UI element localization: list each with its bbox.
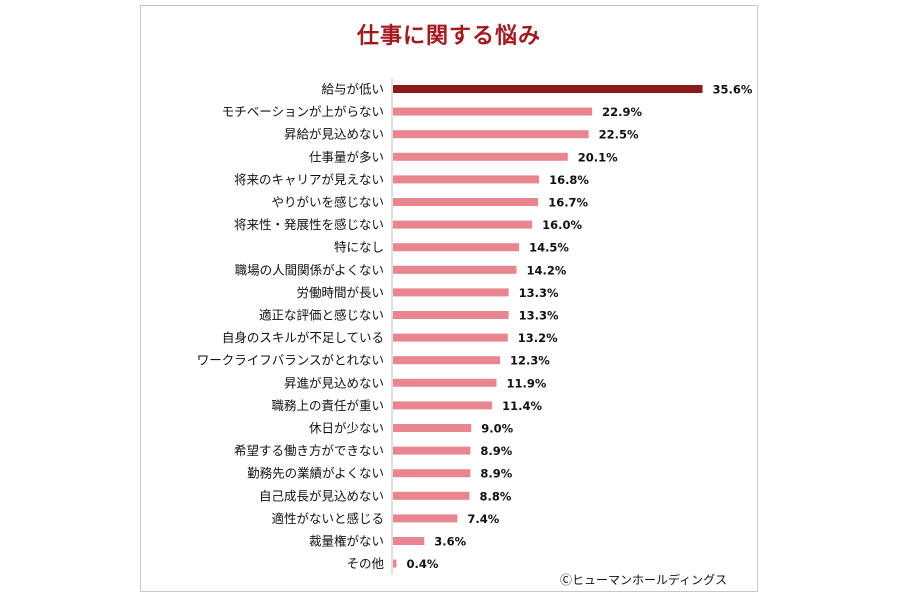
bar (393, 514, 458, 523)
category-label: やりがいを感じない (271, 195, 384, 210)
value-label: 11.9% (506, 376, 546, 390)
category-label: その他 (346, 556, 384, 571)
bar (393, 220, 533, 229)
bar (393, 311, 509, 319)
category-label: 勤務先の業績がよくない (247, 466, 384, 481)
value-label: 9.0% (481, 422, 513, 436)
category-label: 適正な評価と感じない (259, 308, 384, 323)
value-label: 22.5% (599, 128, 639, 142)
bar (393, 356, 500, 365)
category-label: モチベーションが上がらない (222, 104, 384, 119)
value-label: 16.0% (542, 218, 582, 232)
category-label: 職務上の責任が重い (271, 398, 384, 413)
category-label: 給与が低い (321, 82, 384, 97)
bar (393, 491, 470, 500)
bar (393, 378, 497, 387)
value-label: 3.6% (434, 535, 466, 549)
copyright-credit: Ⓒヒューマンホールディングス (560, 573, 728, 587)
bar (393, 107, 593, 116)
value-label: 0.4% (406, 557, 438, 571)
category-label: ワークライフバランスがとれない (197, 353, 384, 368)
category-label: 将来のキャリアが見えない (234, 172, 384, 187)
category-label: 仕事量が多い (309, 149, 384, 164)
value-label: 20.1% (578, 150, 618, 164)
value-label: 12.3% (510, 354, 550, 368)
value-label: 13.3% (519, 309, 559, 323)
bar (393, 559, 397, 568)
value-label: 14.2% (526, 263, 566, 277)
category-label: 職場の人間関係がよくない (235, 262, 384, 277)
category-label: 昇進が見込めない (284, 375, 384, 390)
bar (393, 401, 493, 410)
value-label: 22.9% (602, 105, 642, 119)
category-label: 適性がないと感じる (271, 511, 384, 526)
value-label: 13.2% (518, 331, 558, 345)
bar (393, 288, 509, 297)
category-label: 自己成長が見込めない (259, 488, 384, 503)
bar (393, 152, 568, 161)
chart-title: 仕事に関する悩み (356, 24, 541, 49)
value-label: 13.3% (519, 286, 559, 300)
value-label: 8.9% (480, 444, 512, 458)
bar (393, 130, 589, 139)
value-label: 8.8% (480, 489, 512, 503)
bar (393, 424, 472, 432)
value-label: 16.8% (549, 173, 589, 187)
category-label: 将来性・発展性を感じない (234, 217, 384, 232)
category-label: 昇給が見込めない (284, 127, 384, 142)
category-label: 特になし (334, 240, 384, 255)
category-label: 労働時間が長い (296, 285, 384, 300)
category-label: 自身のスキルが不足している (222, 330, 384, 345)
bar (393, 333, 508, 342)
bar (393, 198, 539, 206)
category-label: 希望する働き方ができない (234, 443, 384, 458)
category-label: 裁量権がない (309, 534, 384, 549)
bar (393, 469, 471, 478)
value-label: 11.4% (502, 399, 542, 413)
category-label: 休日が少ない (309, 421, 384, 436)
bar (393, 85, 703, 93)
bar (393, 175, 540, 184)
bar (393, 243, 520, 252)
bar (393, 446, 471, 455)
bar (393, 265, 517, 274)
value-label: 35.6% (713, 83, 753, 97)
bar (393, 537, 425, 545)
value-label: 16.7% (548, 196, 588, 210)
value-label: 8.9% (480, 467, 512, 481)
value-label: 7.4% (467, 512, 499, 526)
value-label: 14.5% (529, 241, 569, 255)
